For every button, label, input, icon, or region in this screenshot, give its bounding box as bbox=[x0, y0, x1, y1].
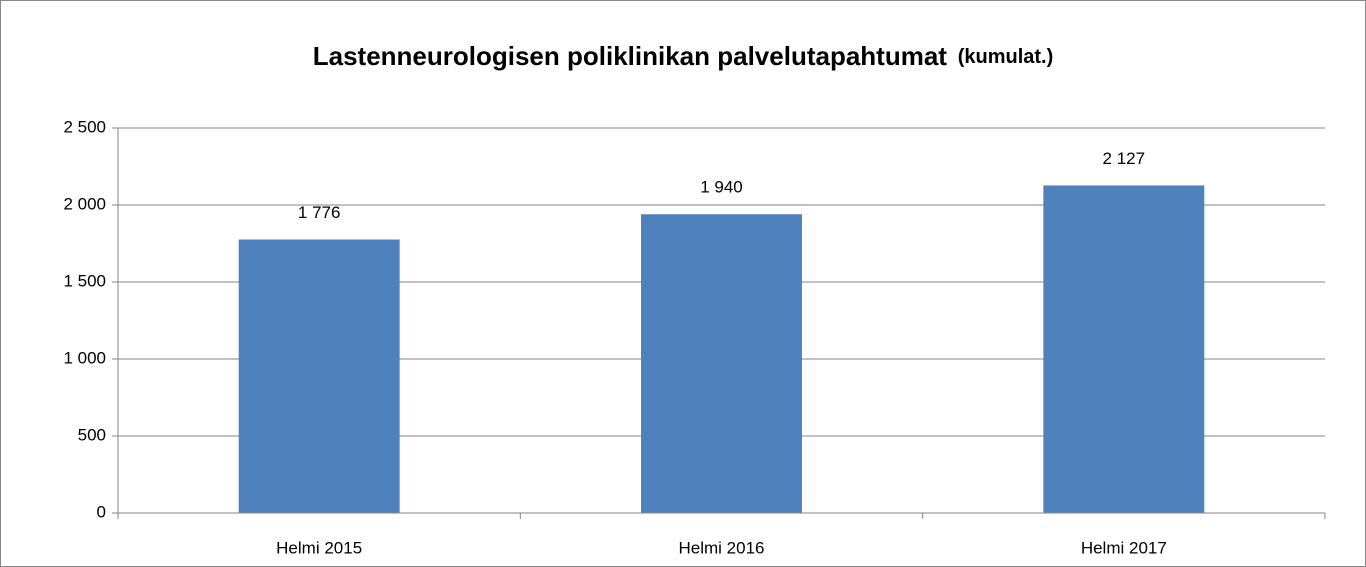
x-tick-label: Helmi 2017 bbox=[1081, 538, 1167, 557]
data-label: 1 776 bbox=[298, 203, 341, 222]
chart-title-group: Lastenneurologisen poliklinikan palvelut… bbox=[313, 41, 1054, 71]
y-tick-label: 1 500 bbox=[63, 271, 106, 290]
data-label: 2 127 bbox=[1103, 149, 1146, 168]
y-tick-label: 500 bbox=[78, 425, 106, 444]
y-tick-label: 1 000 bbox=[63, 348, 106, 367]
y-tick-label: 2 000 bbox=[63, 194, 106, 213]
x-tick-label: Helmi 2015 bbox=[276, 538, 362, 557]
bar bbox=[641, 214, 802, 514]
bar bbox=[1043, 185, 1205, 513]
y-tick-label: 0 bbox=[97, 502, 106, 521]
data-label: 1 940 bbox=[700, 178, 743, 197]
bar bbox=[238, 239, 400, 513]
chart-subtitle: (kumulat.) bbox=[958, 46, 1054, 68]
chart-title: Lastenneurologisen poliklinikan palvelut… bbox=[313, 41, 948, 71]
x-tick-label: Helmi 2016 bbox=[679, 538, 765, 557]
y-tick-label: 2 500 bbox=[63, 117, 106, 136]
